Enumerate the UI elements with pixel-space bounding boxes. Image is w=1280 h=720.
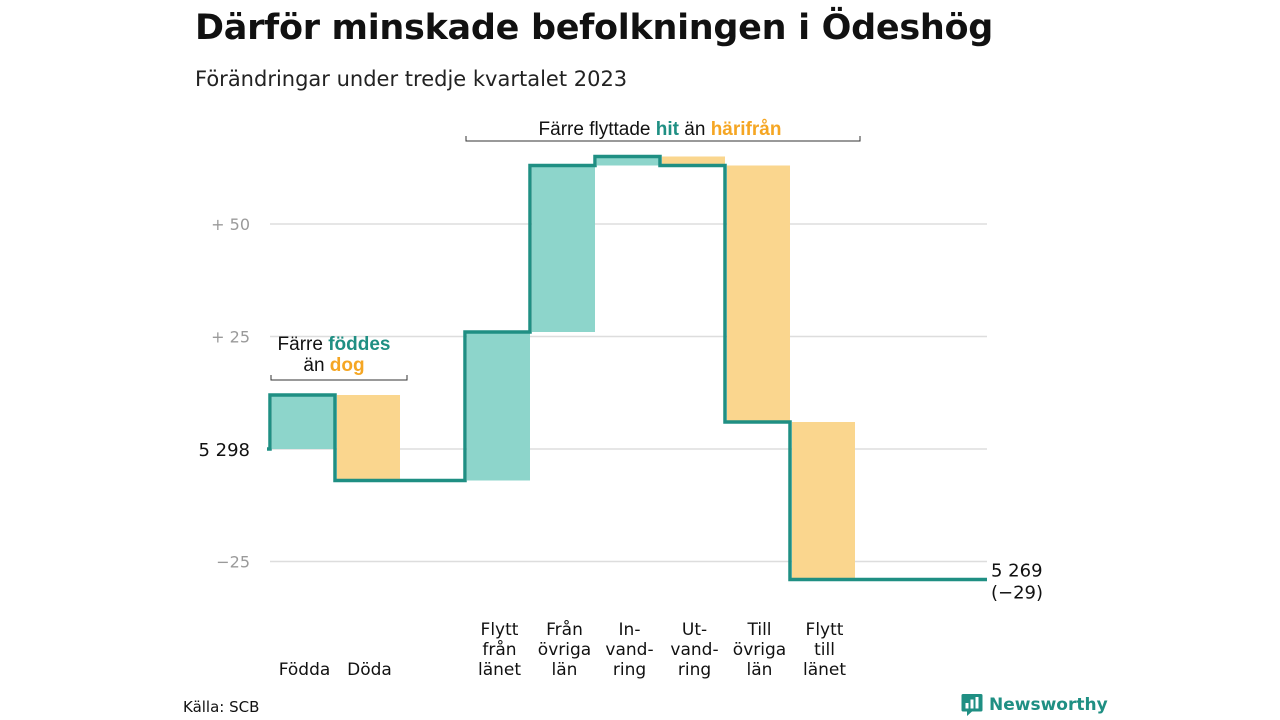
category-label: Döda [347,660,392,680]
bar [337,395,400,481]
births-from-word: dog [330,355,365,376]
chart-title: Därför minskade befolkningen i Ödeshög [195,8,993,48]
moves-from-word: härifrån [711,119,782,140]
start-value-label: 5 298 [198,440,250,461]
bar [727,165,790,422]
end-change-label: (−29) [991,583,1043,604]
births-annotation-line2: än dog [303,355,364,376]
births-annotation-line1: Färre föddes [278,334,391,355]
y-tick-label: + 25 [211,328,250,347]
moves-annotation: Färre flyttade hit än härifrån [539,119,782,140]
bar [792,422,855,580]
step-line [267,154,987,582]
end-value-label: 5 269 [991,561,1043,582]
bar-layer [272,156,855,580]
chart-subtitle: Förändringar under tredje kvartalet 2023 [195,67,628,91]
category-label: Flytt från länet [478,620,521,680]
brand-logo: Newsworthy [961,693,1108,717]
bar [272,395,335,449]
bar [597,156,660,166]
moves-bracket [465,136,861,142]
moves-hit-word: hit [656,119,680,140]
category-label: Från övriga län [538,619,591,680]
y-tick-label: + 50 [211,215,250,234]
births-hit-word: föddes [328,334,390,355]
grid-layer [270,223,987,563]
bar-chart-speech-bubble-icon [961,694,983,716]
label-layer: + 50 + 25 −25 Födda Döda Flytt från länet Från öv… [198,215,1043,680]
bar [662,156,725,166]
source-note: Källa: SCB [183,698,260,716]
y-tick-label: −25 [216,553,250,572]
line-layer [267,154,987,582]
category-label: In-vand-ring [605,620,653,680]
category-label: Flytt till länet [803,620,846,680]
category-label: Ut-vand-ring [670,620,718,680]
annotation-layer: Färre föddes än dog Färre flyttade hit ä… [270,119,861,381]
births-bracket [270,375,408,381]
bar [467,332,530,481]
category-label: Födda [279,660,331,680]
brand-name: Newsworthy [989,695,1108,715]
bar [532,165,595,332]
category-label: Till övriga län [733,620,786,680]
